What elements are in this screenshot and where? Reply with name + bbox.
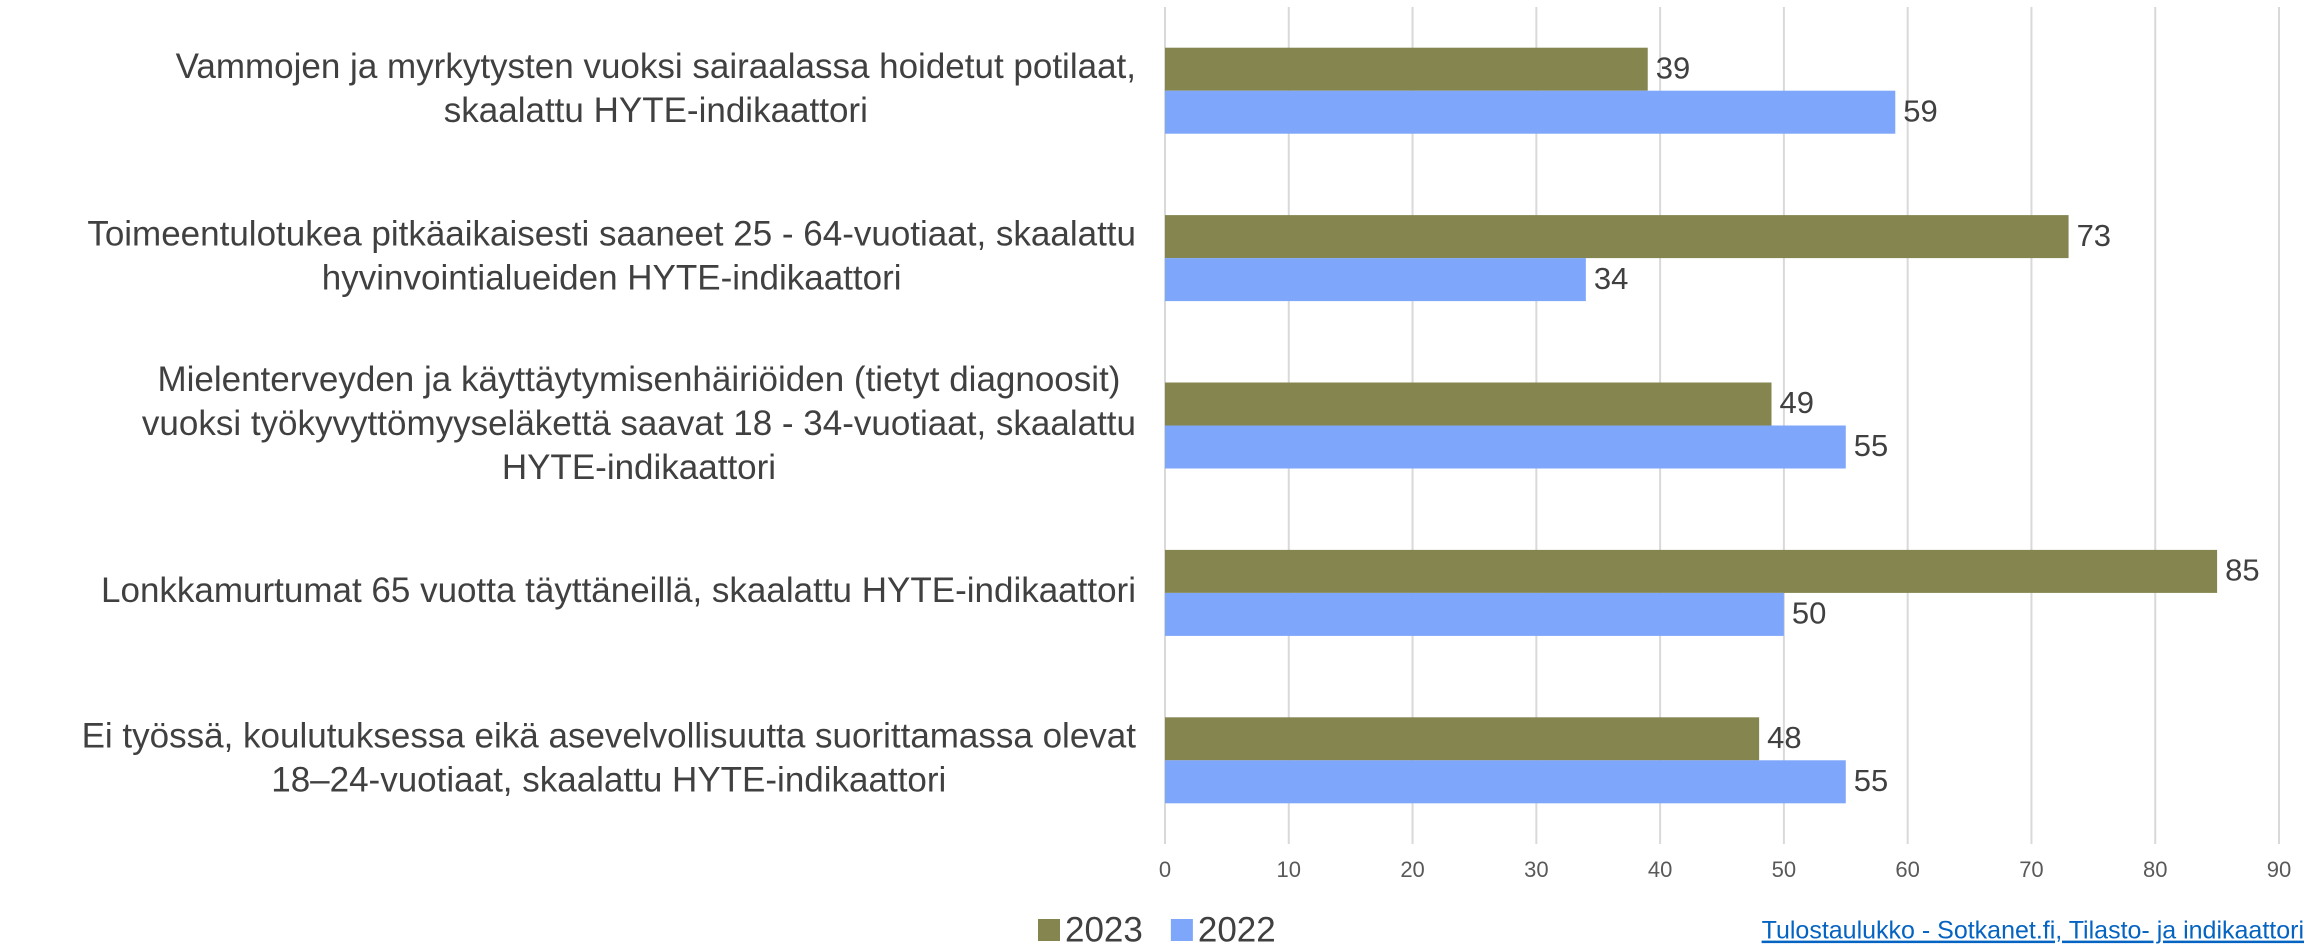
category-label: Ei työssä, koulutuksessa eikä asevelvoll… [82, 717, 1137, 756]
bar [1165, 760, 1846, 804]
source-link[interactable]: Tulostaulukko - Sotkanet.fi, Tilasto- ja… [1762, 917, 2304, 945]
legend-swatch [1038, 919, 1060, 941]
data-label: 85 [2225, 553, 2259, 588]
data-label: 59 [1903, 93, 1937, 128]
category-label: Lonkkamurtumat 65 vuotta täyttäneillä, s… [101, 571, 1136, 610]
bar [1165, 90, 1896, 134]
bar [1165, 717, 1760, 761]
category-label: vuoksi työkyvyttömyyseläkettä saavat 18 … [142, 404, 1136, 443]
x-tick-label: 90 [2267, 857, 2291, 882]
category-label: Vammojen ja myrkytysten vuoksi sairaalas… [176, 47, 1136, 86]
x-tick-label: 10 [1277, 857, 1301, 882]
category-label: Toimeentulotukea pitkäaikaisesti saaneet… [87, 214, 1136, 253]
category-label: hyvinvointialueiden HYTE-indikaattori [322, 258, 902, 297]
legend-swatch [1170, 919, 1193, 941]
bar [1165, 592, 1784, 636]
bar [1165, 215, 2069, 259]
data-label: 34 [1594, 261, 1628, 296]
data-label: 73 [2077, 218, 2111, 253]
bar [1165, 425, 1846, 469]
bar [1165, 549, 2218, 593]
bar [1165, 47, 1648, 91]
data-label: 55 [1854, 763, 1888, 798]
category-label: Mielenterveyden ja käyttäytymisenhäiriöi… [157, 360, 1120, 399]
x-tick-label: 60 [1895, 857, 1919, 882]
data-label: 50 [1792, 596, 1826, 631]
data-label: 49 [1780, 385, 1814, 420]
x-tick-label: 80 [2143, 857, 2167, 882]
x-tick-label: 0 [1159, 857, 1171, 882]
data-label: 48 [1767, 720, 1801, 755]
category-label: skaalattu HYTE-indikaattori [444, 91, 868, 130]
x-tick-label: 20 [1400, 857, 1424, 882]
legend-label: 2022 [1198, 910, 1276, 946]
x-tick-label: 40 [1648, 857, 1672, 882]
x-tick-label: 70 [2019, 857, 2043, 882]
x-tick-label: 50 [1772, 857, 1796, 882]
bar [1165, 382, 1772, 426]
data-label: 55 [1854, 428, 1888, 463]
category-label: 18–24-vuotiaat, skaalattu HYTE-indikaatt… [271, 761, 946, 800]
category-label: HYTE-indikaattori [502, 448, 776, 487]
x-tick-label: 30 [1524, 857, 1548, 882]
legend-label: 2023 [1065, 910, 1143, 946]
bar [1165, 258, 1586, 302]
data-label: 39 [1656, 50, 1690, 85]
